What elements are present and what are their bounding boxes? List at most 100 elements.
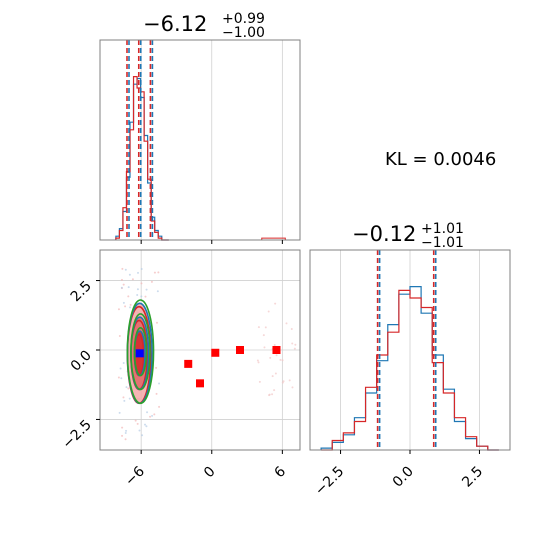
- joint-sample-point: [153, 271, 156, 274]
- joint-sample-point: [155, 366, 158, 369]
- joint-sample-point-tail: [273, 389, 276, 392]
- joint-sample-point: [124, 438, 127, 441]
- joint-sample-point: [137, 271, 140, 274]
- joint-sample-point: [155, 321, 158, 324]
- joint-sample-point-tail: [274, 372, 277, 375]
- joint-sample-point-tail: [273, 343, 276, 346]
- joint-sample-point: [127, 295, 130, 298]
- joint-marker-0: [135, 349, 144, 358]
- joint-sample-point-tail: [291, 342, 294, 345]
- joint-sample-point: [140, 267, 143, 270]
- joint-sample-point: [129, 306, 132, 309]
- kl-annotation: KL = 0.0046: [385, 149, 496, 170]
- joint-sample-point: [136, 294, 139, 297]
- marginal-y-title-upper: +1.01: [421, 221, 464, 237]
- joint-sample-point: [117, 308, 120, 311]
- joint-sample-point: [128, 397, 131, 400]
- joint-sample-point: [140, 295, 143, 298]
- joint-sample-point: [125, 386, 128, 389]
- joint-marker-3: [211, 348, 220, 357]
- marginal-y-x-tick-label-0: −2.5: [312, 464, 347, 499]
- joint-sample-point: [131, 278, 134, 281]
- joint-x-tick-label-2: 6: [272, 463, 290, 481]
- joint-sample-point: [128, 273, 131, 276]
- joint-sample-point-tail: [279, 358, 282, 361]
- joint-x-tick-label-0: −6: [122, 463, 148, 489]
- marginal-y-title-lower: −1.01: [421, 235, 464, 251]
- joint-sample-point: [121, 426, 124, 429]
- joint-sample-point: [124, 268, 127, 271]
- joint-sample-point: [120, 278, 123, 281]
- joint-sample-point: [119, 367, 122, 370]
- joint-sample-point: [121, 434, 124, 437]
- joint-y-tick-label-0: −2.5: [59, 417, 94, 452]
- joint-sample-point-tail: [257, 326, 260, 329]
- joint-sample-point: [153, 413, 156, 416]
- joint-sample-point: [129, 303, 132, 306]
- joint-sample-point: [144, 295, 147, 298]
- joint-sample-point-tail: [282, 380, 285, 383]
- joint-sample-point: [158, 405, 161, 408]
- joint-sample-point: [124, 432, 127, 435]
- joint-sample-point: [122, 283, 125, 286]
- joint-sample-point: [149, 415, 152, 418]
- joint-sample-point-tail: [257, 361, 260, 364]
- joint-sample-point: [136, 422, 139, 425]
- joint-sample-point: [122, 396, 125, 399]
- joint-sample-point: [140, 282, 143, 285]
- marginal-x-title-lower: −1.00: [222, 25, 265, 41]
- marginal-y-x-tick-label-2: 2.5: [459, 464, 486, 491]
- joint-marker-5: [272, 346, 281, 354]
- joint-sample-point-tail: [294, 343, 297, 346]
- joint-sample-point-tail: [269, 356, 272, 359]
- marginal-x-panel: −6.12 +0.99 −1.00: [143, 11, 265, 41]
- joint-marker-2: [196, 379, 204, 388]
- joint-sample-point: [156, 290, 159, 293]
- joint-sample-point: [145, 288, 148, 291]
- joint-contour-line-1-2: [130, 313, 151, 391]
- joint-sample-point-tail: [285, 322, 288, 325]
- joint-sample-point-tail: [256, 359, 259, 362]
- marginal-x-histogram-series-0: [115, 77, 169, 241]
- joint-sample-point-tail: [264, 326, 267, 329]
- joint-sample-point: [118, 411, 121, 414]
- joint-sample-point-tail: [271, 375, 274, 378]
- joint-sample-point-tail: [291, 386, 294, 389]
- joint-sample-point: [120, 286, 123, 289]
- joint-sample-point-tail: [288, 379, 291, 382]
- joint-sample-point-tail: [274, 302, 277, 305]
- joint-sample-point-tail: [293, 347, 296, 350]
- joint-sample-point-tail: [268, 393, 271, 396]
- joint-sample-point: [123, 399, 126, 402]
- joint-sample-point: [157, 271, 160, 274]
- joint-x-tick-label-1: 0: [201, 464, 219, 482]
- joint-sample-point: [117, 376, 120, 379]
- joint-marker-1: [184, 359, 193, 368]
- joint-sample-point: [150, 280, 153, 283]
- joint-y-tick-label-1: 0.0: [68, 348, 95, 375]
- joint-sample-point: [124, 305, 127, 308]
- marginal-x-title-value: −6.12: [143, 12, 207, 36]
- joint-sample-point: [127, 387, 130, 390]
- joint-sample-point-tail: [290, 328, 293, 331]
- joint-sample-point: [155, 392, 158, 395]
- joint-sample-point: [127, 286, 130, 289]
- joint-y-tick-label-2: 2.5: [68, 278, 95, 305]
- joint-sample-point: [120, 377, 123, 380]
- joint-sample-point: [125, 429, 128, 432]
- joint-sample-point-tail: [271, 393, 274, 396]
- joint-plot-area: [100, 250, 300, 450]
- marginal-y-x-tick-label-1: 0.0: [390, 464, 417, 491]
- joint-marker-4: [236, 346, 244, 354]
- marginal-y-panel: −0.12 +1.01 −1.01: [352, 221, 464, 251]
- joint-sample-point: [151, 414, 154, 417]
- joint-sample-point: [144, 423, 147, 426]
- marginal-x-histogram-tail: [255, 237, 292, 241]
- joint-sample-point: [141, 434, 144, 437]
- joint-sample-point: [122, 361, 125, 364]
- marginal-y-histogram-series-1: [321, 289, 499, 451]
- joint-sample-point-tail: [262, 334, 265, 337]
- joint-sample-point: [145, 425, 148, 428]
- joint-sample-point-tail: [281, 359, 284, 362]
- joint-sample-point-tail: [275, 354, 278, 357]
